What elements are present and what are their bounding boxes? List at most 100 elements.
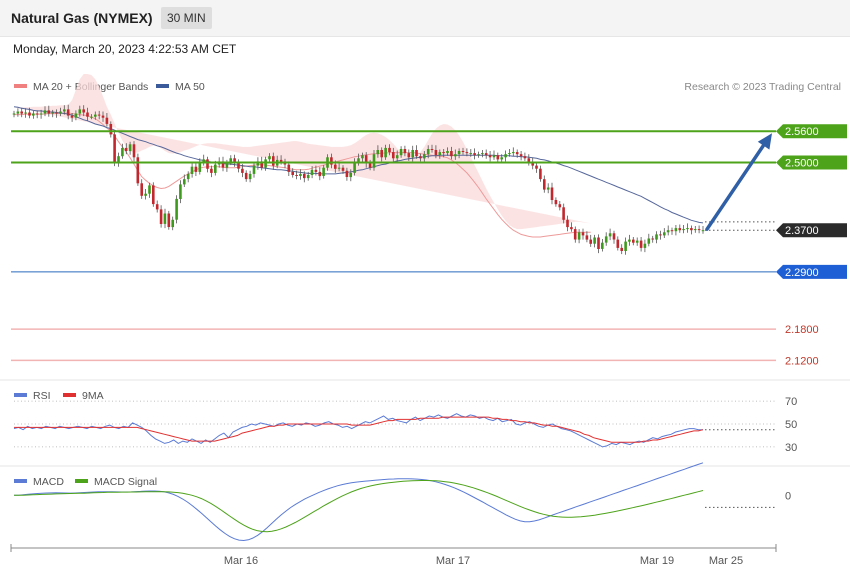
candle-body [12,113,16,115]
candle-body [306,175,310,179]
macd-series-0 [13,462,704,542]
candle-body [701,230,705,232]
macd-legend-swatch-0 [14,479,27,483]
candle-body [82,109,85,113]
candle-body [35,113,39,115]
candle-body [43,110,47,114]
candle-body [388,147,391,153]
candle-body [51,112,54,114]
chart-datetime: Monday, March 20, 2023 4:22:53 AM CET [13,42,237,56]
candle-body [372,154,376,168]
candle-body [515,152,519,155]
candle-body [144,193,147,196]
attribution-text: Research © 2023 Trading Central [684,81,841,93]
candle-body [570,227,573,230]
candle-body [186,173,190,180]
candle-body [697,229,701,231]
candle-body [349,172,352,178]
candle-body [589,239,592,244]
candle-body [136,157,140,184]
candle-body [519,154,523,157]
ma50-line [13,106,704,224]
candle-body [78,109,82,114]
candle-body [179,184,182,199]
candle-body [554,200,558,205]
candle-body [268,156,271,160]
candle-body [632,239,635,243]
chart-header: Natural Gas (NYMEX) 30 MIN [0,0,850,37]
bollinger-band-area [14,74,591,230]
candle-body [430,149,434,150]
rsi-series-9ma [14,416,704,443]
candle-body [318,171,322,177]
candle-body [457,151,461,155]
x-tick-label: Mar 16 [224,555,258,567]
rsi-tick-30: 30 [785,442,797,454]
candle-body [546,187,550,190]
candle-body [504,154,507,158]
rsi-series-rsi [13,413,703,448]
candle-body [63,109,66,112]
candle-body [496,155,500,160]
candle-body [693,229,697,231]
candle-body [159,209,163,224]
candle-body [341,167,345,171]
candle-body [256,161,260,166]
candle-body [124,147,128,151]
pivot-level-2-2900-tag [776,264,847,279]
candle-body [368,163,372,168]
candle-body [461,151,465,152]
resistance-level-2-5000-label: 2.5000 [785,157,819,169]
legend-swatch-1 [156,84,169,88]
resistance-level-2-5600-label: 2.5600 [785,126,819,138]
candle-body [527,158,531,163]
candle-body [573,229,577,240]
candle-body [666,230,670,233]
candle-body [155,204,159,210]
candle-body [651,238,654,240]
resistance-level-2-5600-tag [776,124,847,139]
candle-body [535,165,538,169]
candle-body [171,219,174,228]
candle-body [229,158,232,163]
candle-body [140,183,143,196]
x-tick-label: Mar 25 [709,555,743,567]
candle-body [337,167,341,169]
candle-body [148,185,151,194]
candle-body [101,115,105,118]
candle-body [24,112,27,114]
candle-body [384,147,387,158]
candle-body [465,152,469,154]
candle-body [94,114,97,117]
support-level-2-1800-label: 2.1800 [785,324,819,336]
support-level-2-1200-label: 2.1200 [785,355,819,367]
candle-body [380,150,383,158]
candle-body [628,239,631,242]
candle-body [16,111,20,114]
candle-body [109,124,113,135]
macd-tick-0: 0 [785,490,791,502]
candle-body [604,236,608,243]
candle-body [39,113,43,115]
candle-body [322,167,325,176]
candle-body [620,247,623,251]
candle-body [357,158,360,163]
macd-legend-swatch-1 [75,479,88,483]
candle-body [272,156,275,166]
candle-body [488,155,492,158]
candle-body [597,237,600,249]
candle-body [105,117,109,124]
candle-body [523,156,527,159]
candle-body [376,150,380,155]
candle-body [303,173,306,179]
candles-group [12,104,705,255]
candle-body [202,159,205,163]
candle-body [690,228,693,231]
timeframe-badge[interactable]: 30 MIN [161,7,212,29]
candle-body [601,242,604,249]
legend-label-1: MA 50 [175,81,205,93]
candle-body [674,228,678,232]
candle-body [655,234,658,240]
candle-body [566,219,569,228]
